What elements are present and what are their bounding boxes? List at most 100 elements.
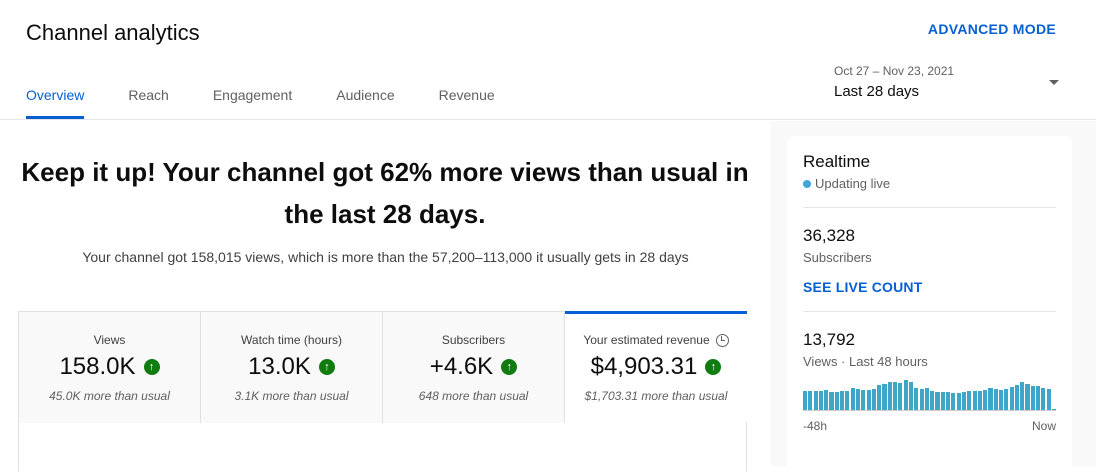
views-bar [866, 390, 871, 410]
views-bar [924, 388, 929, 410]
subtext: Your channel got 158,015 views, which is… [82, 249, 689, 265]
card-watch-time[interactable]: Watch time (hours) 13.0K ↑ 3.1K more than… [201, 312, 383, 423]
live-status: Updating live [815, 176, 891, 191]
subscriber-count: 36,328 [803, 226, 855, 245]
views-bar [903, 380, 908, 410]
subscriber-label: Subscribers [803, 250, 872, 265]
views-bar [893, 382, 898, 410]
views-bar [914, 388, 919, 410]
clock-icon [715, 333, 729, 347]
card-value: 13.0K [248, 353, 311, 380]
views-bar [1025, 384, 1030, 410]
axis-start: -48h [803, 419, 828, 433]
views-bar [887, 382, 892, 410]
card-views[interactable]: Views 158.0K ↑ 45.0K more than usual [19, 312, 201, 423]
date-range: Oct 27 – Nov 23, 2021 [834, 64, 955, 78]
views-bar [919, 389, 924, 410]
card-subscribers[interactable]: Subscribers +4.6K ↑ 648 more than usual [383, 312, 565, 423]
views-bar [993, 389, 998, 410]
views-bar [983, 390, 988, 410]
metric-cards: Views 158.0K ↑ 45.0K more than usual Watc… [18, 311, 747, 471]
views-bar [818, 391, 823, 410]
tab-bar: Overview Reach Engagement Audience Reven… [26, 87, 539, 119]
views-bar [967, 391, 972, 410]
arrow-up-icon: ↑ [501, 359, 518, 375]
tab-overview[interactable]: Overview [26, 87, 85, 119]
tab-audience[interactable]: Audience [336, 87, 395, 103]
views-bar [940, 392, 945, 410]
card-value: $4,903.31 [590, 353, 698, 380]
views-bar [871, 389, 876, 410]
caret-down-icon [1049, 80, 1059, 85]
page-title: Channel analytics [26, 20, 200, 45]
tab-engagement[interactable]: Engagement [212, 87, 293, 103]
card-note: 3.1K more than usual [234, 389, 349, 403]
main-content: Keep it up! Your channel got 62% more vi… [0, 121, 771, 471]
card-revenue[interactable]: Your estimated revenue $4,903.31 ↑ $1,703… [565, 311, 747, 422]
views-bar [824, 390, 829, 410]
views-bar [1014, 385, 1019, 410]
date-label: Last 28 days [834, 83, 920, 100]
views-bar [956, 393, 961, 410]
advanced-mode-button[interactable]: ADVANCED MODE [927, 21, 1056, 37]
views-bar-chart [803, 380, 1057, 411]
card-note: $1,703.31 more than usual [584, 389, 728, 403]
tab-reach[interactable]: Reach [128, 87, 169, 103]
tab-revenue[interactable]: Revenue [438, 87, 495, 103]
arrow-up-icon: ↑ [143, 359, 160, 375]
views-bar [845, 391, 850, 410]
views-bar [1020, 382, 1025, 410]
divider [803, 311, 1056, 312]
card-value: +4.6K [429, 353, 494, 380]
axis-end: Now [1031, 419, 1056, 433]
views-bar [908, 382, 914, 410]
card-note: 648 more than usual [418, 389, 529, 403]
live-dot-icon [803, 179, 811, 188]
views-bar [861, 390, 866, 410]
views-bar [1009, 387, 1014, 410]
header: Channel analytics ADVANCED MODE Overview… [0, 0, 1096, 120]
views-bar [803, 391, 808, 410]
views-bar [946, 392, 951, 410]
realtime-card: Realtime Updating live 36,328 Subscriber… [787, 136, 1072, 476]
views-bar [972, 391, 977, 410]
views-bar [813, 391, 818, 410]
views-bar [850, 388, 855, 410]
views-bar [1046, 389, 1051, 410]
views-bar [977, 391, 982, 410]
card-label: Views [93, 333, 126, 347]
views-bar [834, 392, 839, 410]
headline: Keep it up! Your channel got 62% more vi… [21, 157, 749, 229]
card-label: Your estimated revenue [583, 333, 710, 347]
views-label: Views · Last 48 hours [803, 354, 928, 369]
views-bar [1036, 386, 1041, 410]
views-bar [998, 390, 1004, 410]
card-label: Subscribers [441, 333, 506, 347]
views-bar [898, 383, 903, 410]
card-note: 45.0K more than usual [49, 389, 170, 403]
views-bar [961, 392, 967, 410]
views-bar [840, 391, 845, 410]
divider [803, 207, 1056, 208]
arrow-up-icon: ↑ [705, 359, 722, 375]
views-bar [930, 391, 935, 410]
card-label: Watch time (hours) [241, 333, 342, 347]
date-range-dropdown[interactable]: Oct 27 – Nov 23, 2021 Last 28 days [834, 64, 1059, 104]
views-bar [1030, 386, 1035, 410]
views-bar [882, 384, 887, 410]
views-bar [1041, 388, 1046, 410]
views-bar [935, 392, 940, 410]
views-bar [855, 389, 861, 410]
arrow-up-icon: ↑ [318, 359, 335, 375]
card-value: 158.0K [59, 353, 136, 380]
views-bar [1004, 389, 1009, 410]
views-bar [877, 385, 882, 410]
views-bar [829, 392, 834, 410]
views-bar [988, 388, 993, 410]
views-bar [951, 393, 956, 410]
see-live-count-link[interactable]: SEE LIVE COUNT [803, 279, 923, 295]
sidebar: Realtime Updating live 36,328 Subscriber… [771, 121, 1096, 476]
views-bar [808, 391, 813, 410]
views-count: 13,792 [803, 330, 855, 349]
views-bar [1051, 408, 1057, 410]
